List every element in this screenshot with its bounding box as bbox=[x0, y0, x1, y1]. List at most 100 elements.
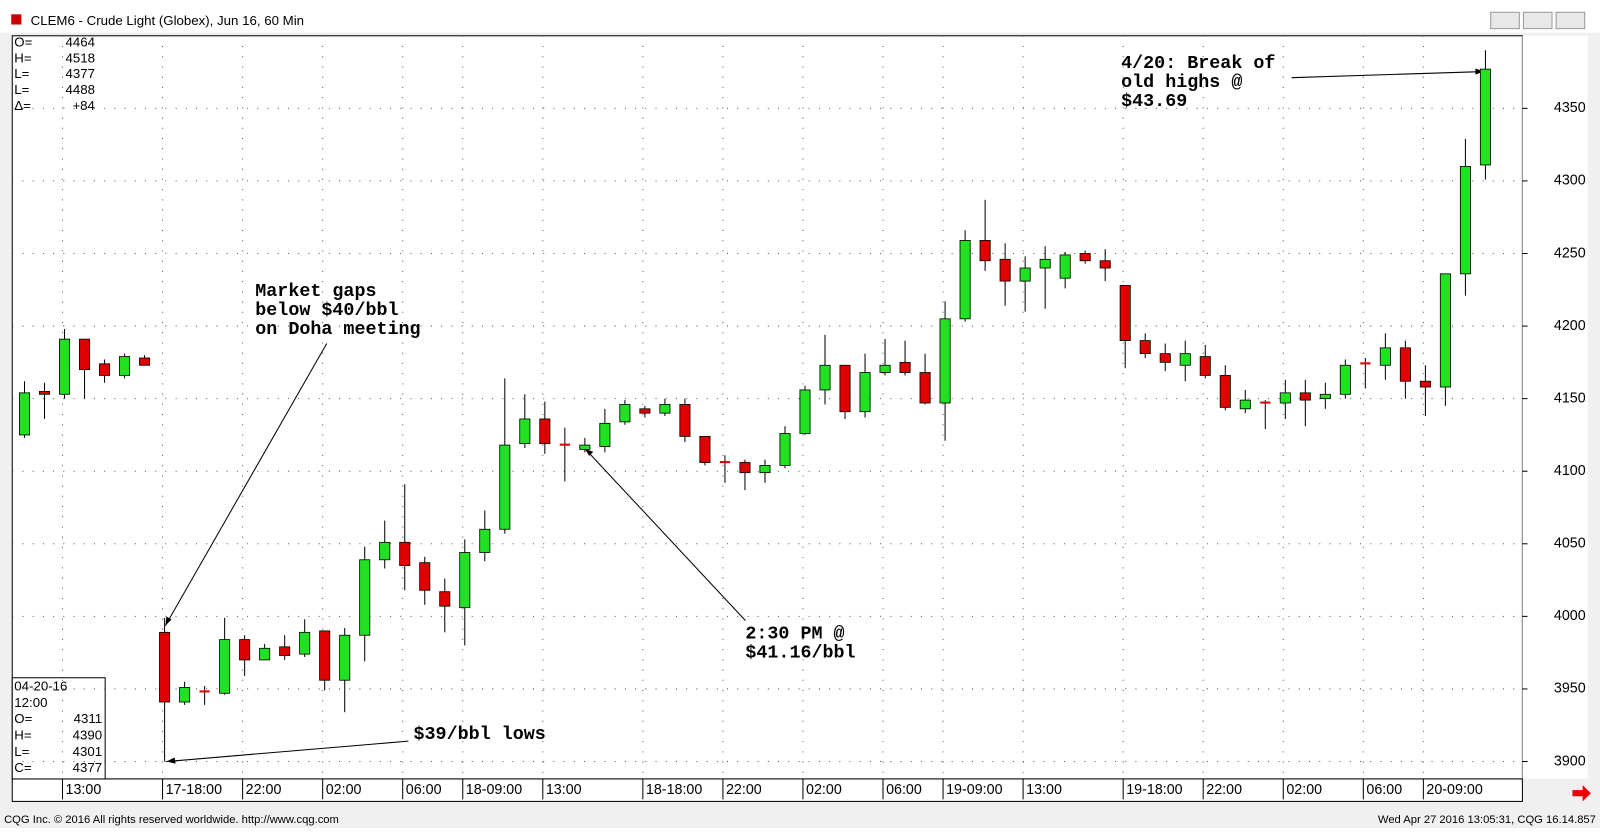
annotation-arrow bbox=[1291, 71, 1484, 79]
candle-body bbox=[659, 404, 671, 414]
x-tick-label: 13:00 bbox=[1026, 782, 1062, 798]
candle-body bbox=[359, 559, 371, 636]
candle-body bbox=[419, 562, 431, 591]
cursor-label: H= bbox=[14, 728, 32, 743]
info-label: L= bbox=[14, 82, 29, 97]
cursor-date: 04-20-16 bbox=[14, 678, 67, 693]
candle-body bbox=[699, 435, 711, 463]
x-tick-label: 18-18:00 bbox=[646, 782, 702, 798]
candle-body bbox=[399, 541, 411, 566]
candle-body bbox=[539, 418, 551, 445]
x-tick-label: 02:00 bbox=[806, 782, 842, 798]
candle-body bbox=[1079, 253, 1091, 262]
close-button[interactable] bbox=[1555, 11, 1586, 30]
candle-body bbox=[899, 361, 911, 373]
candle-body bbox=[1379, 347, 1391, 366]
cursor-time: 12:00 bbox=[14, 695, 47, 710]
info-value: 4377 bbox=[65, 66, 94, 81]
candle-body bbox=[18, 392, 31, 436]
arrow-head bbox=[585, 448, 594, 456]
x-tick-label: 02:00 bbox=[1286, 782, 1322, 798]
x-tick-label: 06:00 bbox=[1366, 782, 1402, 798]
candle-body bbox=[979, 240, 991, 262]
annotation-arrow bbox=[164, 343, 328, 626]
candle-body bbox=[219, 639, 231, 694]
candle-body bbox=[1099, 260, 1111, 269]
candle-body bbox=[119, 356, 131, 376]
candle-body bbox=[959, 240, 971, 320]
cursor-value: 4390 bbox=[73, 728, 102, 743]
y-tick-label: 4300 bbox=[1554, 173, 1586, 189]
time-axis bbox=[11, 778, 1523, 802]
candle-body bbox=[579, 444, 591, 450]
candle-body bbox=[719, 461, 731, 464]
candle-body bbox=[1459, 166, 1471, 275]
candle-body bbox=[519, 418, 531, 445]
cursor-value: 4377 bbox=[73, 760, 102, 775]
candle-body bbox=[379, 541, 391, 561]
candle-body bbox=[1199, 356, 1211, 376]
candle-body bbox=[479, 528, 491, 553]
annotation-text: below $40/bbl bbox=[255, 300, 398, 321]
cursor-info-box bbox=[11, 677, 106, 780]
candle-body bbox=[59, 338, 71, 395]
title-bar bbox=[0, 0, 1600, 33]
candle-body bbox=[1479, 68, 1491, 166]
candle-body bbox=[1339, 364, 1351, 395]
candle-body bbox=[839, 364, 851, 413]
candle-body bbox=[1239, 399, 1251, 410]
candle-body bbox=[259, 647, 271, 661]
arrow-head bbox=[1475, 68, 1484, 75]
candle-body bbox=[439, 591, 451, 607]
plot-area bbox=[11, 35, 1523, 780]
app-icon bbox=[11, 14, 22, 25]
candle-body bbox=[1139, 340, 1151, 355]
y-tick-label: 4150 bbox=[1554, 390, 1586, 406]
y-tick-label: 4100 bbox=[1554, 463, 1586, 479]
candle-body bbox=[1119, 285, 1131, 341]
x-tick-label: 22:00 bbox=[246, 782, 282, 798]
scroll-arrow[interactable] bbox=[1572, 785, 1591, 802]
candle-body bbox=[1039, 258, 1051, 269]
candle-body bbox=[339, 634, 351, 681]
cursor-value: 4311 bbox=[74, 711, 103, 726]
info-label: Δ= bbox=[14, 98, 31, 113]
x-tick-label: 18-09:00 bbox=[466, 782, 522, 798]
candle-body bbox=[779, 433, 791, 466]
candle-body bbox=[499, 444, 511, 530]
annotation-arrow bbox=[166, 740, 409, 763]
cursor-value: 4301 bbox=[73, 744, 102, 759]
minimize-button[interactable] bbox=[1490, 11, 1520, 30]
arrow-head bbox=[165, 616, 172, 626]
candle-body bbox=[599, 422, 611, 447]
x-tick-label: 19-18:00 bbox=[1126, 782, 1182, 798]
info-value: 4518 bbox=[65, 50, 94, 65]
annotation-text: $41.16/bbl bbox=[745, 643, 855, 664]
candle-body bbox=[99, 363, 111, 376]
maximize-button[interactable] bbox=[1522, 11, 1553, 30]
candle-body bbox=[1059, 254, 1071, 279]
candle-body bbox=[279, 646, 291, 656]
candle-body bbox=[739, 462, 751, 474]
cursor-label: O= bbox=[14, 711, 32, 726]
annotation-text: Market gaps bbox=[255, 281, 376, 302]
footer bbox=[0, 807, 1600, 828]
y-tick-label: 4350 bbox=[1554, 100, 1586, 116]
annotation-text: 4/20: Break of bbox=[1121, 53, 1275, 74]
price-axis bbox=[1522, 35, 1588, 779]
candle-body bbox=[1219, 375, 1231, 408]
candle-body bbox=[239, 639, 251, 661]
candle-body bbox=[919, 372, 931, 404]
window-title: CLEM6 - Crude Light (Globex), Jun 16, 60… bbox=[31, 13, 304, 28]
candle-body bbox=[639, 408, 651, 414]
candle-body bbox=[1179, 353, 1191, 366]
candle-body bbox=[879, 364, 891, 373]
annotation-arrow bbox=[584, 448, 746, 621]
info-value: 4488 bbox=[65, 82, 94, 97]
candle-body bbox=[1419, 380, 1431, 388]
candle-body bbox=[619, 404, 631, 423]
candle-body bbox=[559, 443, 570, 446]
annotation-text: $43.69 bbox=[1121, 91, 1187, 112]
cursor-label: L= bbox=[14, 744, 29, 759]
